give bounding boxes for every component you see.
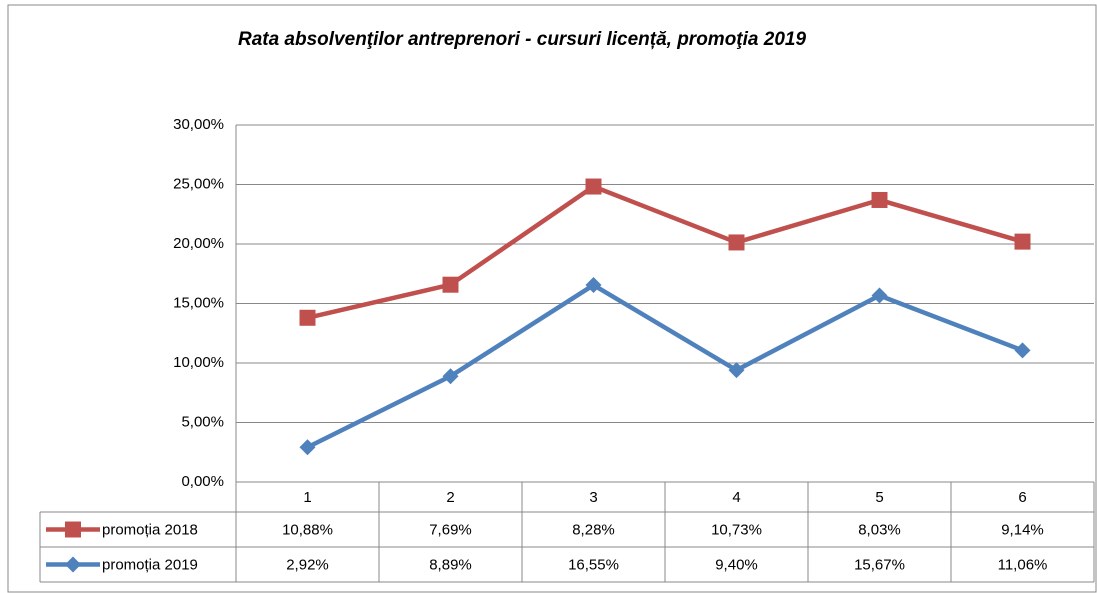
series-marker [1014,342,1031,359]
table-value: 15,67% [854,556,905,573]
table-value: 8,28% [572,521,615,538]
y-tick-label: 15,00% [173,294,224,311]
series-marker [442,276,459,293]
legend-marker [65,521,81,538]
table-value: 9,40% [715,556,758,573]
series-marker [871,191,888,208]
chart-title: Rata absolvenţilor antreprenori - cursur… [238,29,806,50]
y-tick-label: 0,00% [181,473,224,490]
y-tick-label: 25,00% [173,175,224,192]
x-tick-label: 2 [446,489,454,506]
legend-label: promoția 2019 [102,556,198,573]
table-value: 9,14% [1001,521,1044,538]
series-marker [728,362,745,379]
y-tick-label: 30,00% [173,116,224,133]
table-value: 10,88% [282,521,333,538]
series-marker [442,368,459,385]
x-tick-label: 3 [589,489,597,506]
series-marker [585,178,602,195]
table-value: 16,55% [568,556,619,573]
table-value: 8,89% [429,556,472,573]
series-line [306,184,1024,320]
x-tick-label: 5 [875,489,883,506]
y-tick-label: 5,00% [181,413,224,430]
x-tick-label: 1 [303,489,311,506]
table-value: 7,69% [429,521,472,538]
series-line [306,282,1024,450]
table-value: 8,03% [858,521,901,538]
chart-border [7,4,1097,593]
series-marker [728,234,745,251]
x-tick-label: 4 [732,489,740,506]
x-tick-label: 6 [1018,489,1026,506]
series-marker [871,287,888,304]
series-marker [585,277,602,294]
table-value: 10,73% [711,521,762,538]
legend-label: promoția 2018 [102,521,198,538]
series-marker [299,309,316,326]
y-tick-label: 20,00% [173,235,224,252]
table-value: 11,06% [998,556,1048,573]
legend-marker [65,556,81,573]
table-value: 2,92% [286,556,329,573]
series-marker [299,439,316,456]
series-marker [1014,233,1031,250]
y-tick-label: 10,00% [173,354,224,371]
